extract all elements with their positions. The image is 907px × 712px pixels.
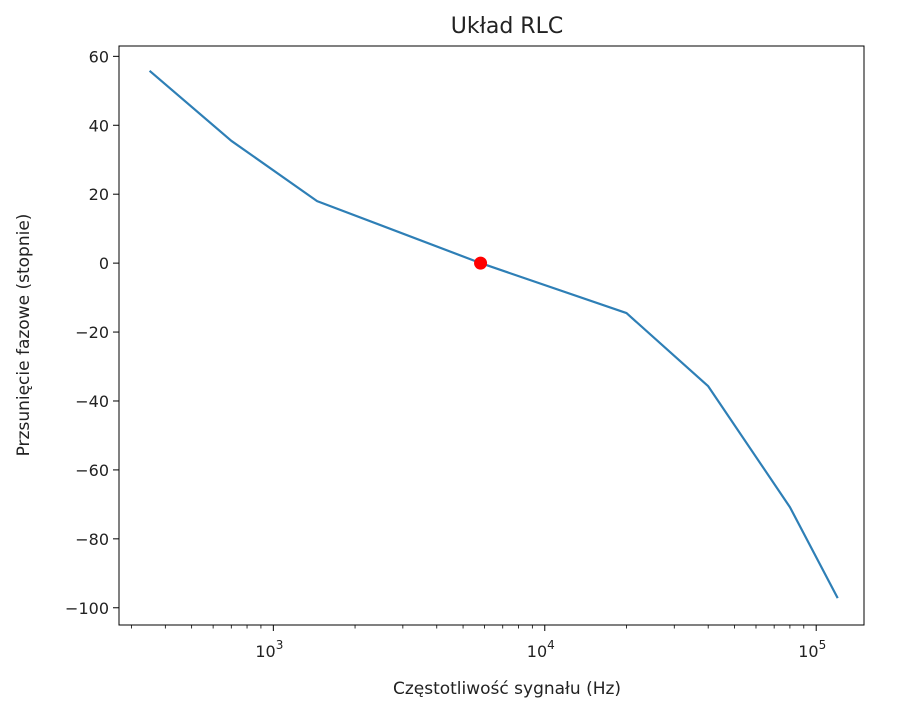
series-line-0: [148, 69, 839, 599]
x-axis: 103 104 105: [131, 625, 826, 661]
y-tick-label: 0: [99, 254, 109, 273]
y-tick-label: −40: [75, 392, 109, 411]
y-tick-label: 20: [89, 185, 109, 204]
x-tick-label: 104: [527, 638, 555, 661]
x-axis-title: Częstotliwość sygnału (Hz): [393, 679, 621, 699]
y-tick-label: −20: [75, 323, 109, 342]
x-tick-label: 105: [798, 638, 826, 661]
y-axis-title: Przsunięcie fazowe (stopnie): [14, 214, 34, 457]
highlight-marker: [474, 256, 488, 270]
x-tick-label: 103: [255, 638, 283, 661]
y-tick-label: −80: [75, 530, 109, 549]
y-tick-label: −100: [65, 599, 109, 618]
plot-area: [148, 69, 839, 599]
y-tick-label: 60: [89, 47, 109, 66]
chart-title: Układ RLC: [451, 14, 563, 39]
y-tick-label: −60: [75, 461, 109, 480]
y-tick-label: 40: [89, 116, 109, 135]
plot-frame: [118, 45, 865, 626]
y-axis: 60 40 20 0 −20 −40 −60 −80 −100: [65, 47, 119, 618]
